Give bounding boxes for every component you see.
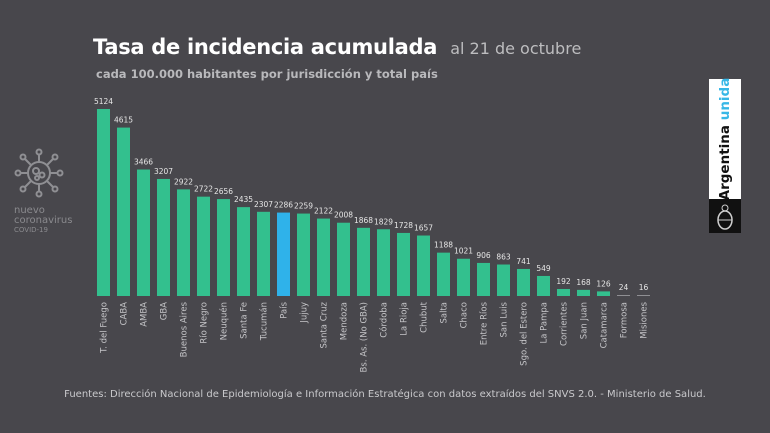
category-label-16: Chubut <box>420 301 430 332</box>
category-label-5: Río Negro <box>200 302 210 344</box>
bar-11 <box>317 218 330 296</box>
data-label-5: 2722 <box>194 185 213 194</box>
bar-22 <box>537 275 550 296</box>
bar-6 <box>217 199 230 296</box>
category-label-19: Entre Ríos <box>480 301 490 345</box>
argentina-unida-logo: Argentina unida <box>709 78 741 233</box>
category-label-24: San Juan <box>580 302 590 339</box>
data-label-3: 3207 <box>154 167 173 176</box>
data-label-14: 1829 <box>374 217 393 226</box>
data-label-12: 2008 <box>334 211 353 220</box>
bar-15 <box>397 232 410 296</box>
data-label-0: 5124 <box>94 97 113 106</box>
category-label-21: Sgo. del Estero <box>520 302 530 366</box>
chart-title-date: al 21 de octubre <box>450 39 582 58</box>
logo-text-covid: COVID-19 <box>14 226 48 234</box>
bar-24 <box>577 289 590 296</box>
chart-title-block: Tasa de incidencia acumulada al 21 de oc… <box>93 35 581 59</box>
coronavirus-logo: nuevo coronavirus COVID-19 <box>14 148 84 235</box>
data-label-1: 4615 <box>114 116 133 125</box>
category-label-20: San Luis <box>500 301 510 337</box>
bar-14 <box>377 229 390 296</box>
data-label-15: 1728 <box>394 221 413 230</box>
data-label-20: 863 <box>496 253 511 262</box>
bar-16 <box>417 235 430 296</box>
bar-8 <box>257 211 270 296</box>
category-label-17: Salta <box>440 302 450 324</box>
category-label-15: La Rioja <box>400 302 410 336</box>
bar-23 <box>557 288 570 296</box>
bar-20 <box>497 264 510 296</box>
category-label-13: Bs. As. (No GBA) <box>360 302 370 372</box>
bar-21 <box>517 268 530 296</box>
data-label-26: 24 <box>619 283 629 292</box>
bar-7 <box>237 207 250 296</box>
category-label-11: Santa Cruz <box>320 301 330 348</box>
bar-18 <box>457 258 470 296</box>
bar-0 <box>97 109 110 296</box>
category-label-22: La Pampa <box>540 302 550 343</box>
bar-27 <box>637 295 650 296</box>
category-label-10: Jujuy <box>300 302 310 324</box>
bar-4 <box>177 189 190 296</box>
bar-17 <box>437 252 450 296</box>
data-label-18: 1021 <box>454 247 473 256</box>
category-label-0: T. del Fuego <box>100 302 110 354</box>
bar-5 <box>197 196 210 296</box>
data-label-13: 1868 <box>354 216 373 225</box>
category-label-7: Santa Fe <box>240 302 250 339</box>
data-label-22: 549 <box>536 264 551 273</box>
category-label-9: País <box>280 301 290 318</box>
bar-19 <box>477 262 490 296</box>
data-label-4: 2922 <box>174 177 193 186</box>
bar-13 <box>357 227 370 296</box>
footer-source: Fuentes: Dirección Nacional de Epidemiol… <box>64 389 706 400</box>
category-label-8: Tucumán <box>260 302 270 341</box>
bar-12 <box>337 222 350 296</box>
data-label-21: 741 <box>516 257 531 266</box>
bar-1 <box>117 127 130 296</box>
bar-9 <box>277 212 290 296</box>
category-label-12: Mendoza <box>340 302 350 340</box>
category-label-26: Formosa <box>620 302 630 338</box>
chart-title: Tasa de incidencia acumulada <box>93 35 438 59</box>
bar-2 <box>137 169 150 296</box>
category-label-1: CABA <box>120 302 130 326</box>
bar-25 <box>597 291 610 296</box>
coronavirus-icon <box>14 148 64 198</box>
category-label-18: Chaco <box>460 302 470 328</box>
data-label-16: 1657 <box>414 224 433 233</box>
data-label-10: 2259 <box>294 202 313 211</box>
brand-white-panel: Argentina unida <box>709 78 741 200</box>
category-label-4: Buenos Aires <box>180 301 190 357</box>
data-label-19: 906 <box>476 251 491 260</box>
data-label-9: 2286 <box>274 201 293 210</box>
category-label-27: Misiones <box>640 301 650 338</box>
category-label-2: AMBA <box>140 302 150 327</box>
brand-emblem-panel <box>709 199 741 233</box>
national-coat-of-arms-icon <box>717 204 733 230</box>
logo-text-nuevo: nuevo <box>14 205 45 216</box>
category-label-23: Corrientes <box>560 301 570 346</box>
category-label-6: Neuquén <box>219 302 230 340</box>
category-label-25: Catamarca <box>600 302 610 348</box>
data-label-25: 126 <box>596 279 611 288</box>
data-label-6: 2656 <box>214 187 233 196</box>
data-label-27: 16 <box>639 283 649 292</box>
logo-text-coronavirus: coronavirus <box>14 215 73 226</box>
data-label-11: 2122 <box>314 207 333 216</box>
data-label-8: 2307 <box>254 200 273 209</box>
data-label-2: 3466 <box>134 158 153 167</box>
data-label-17: 1188 <box>434 241 453 250</box>
category-label-3: GBA <box>160 302 170 320</box>
category-label-14: Córdoba <box>379 302 390 338</box>
bar-26 <box>617 295 630 296</box>
data-label-24: 168 <box>576 278 591 287</box>
chart-subtitle: cada 100.000 habitantes por jurisdicción… <box>96 67 438 81</box>
bar-10 <box>297 213 310 296</box>
data-label-7: 2435 <box>234 195 253 204</box>
data-label-23: 192 <box>556 277 571 286</box>
bar-3 <box>157 178 170 296</box>
